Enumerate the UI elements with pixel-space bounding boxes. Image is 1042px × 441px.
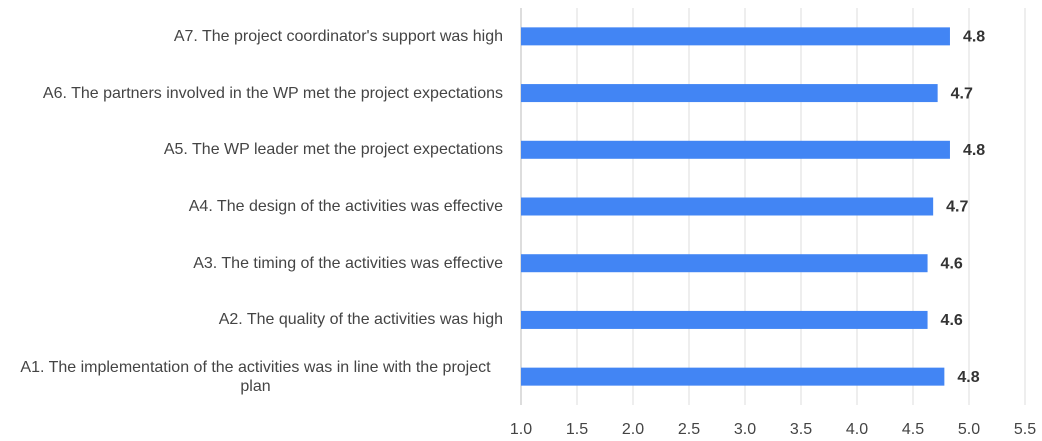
value-label: 4.8 [957,369,979,386]
value-label: 4.8 [963,142,985,159]
bar [521,84,938,103]
category-label-box: A3. The timing of the activities was eff… [8,235,503,292]
y-tick-label: A2. The quality of the activities was hi… [218,311,503,329]
category-label-box: A1. The implementation of the activities… [8,348,503,405]
y-tick-label: A5. The WP leader met the project expect… [163,141,503,159]
category-label-box: A2. The quality of the activities was hi… [8,292,503,349]
x-tick-label: 3.0 [734,421,756,438]
bar [521,27,950,46]
value-label: 4.7 [951,85,973,102]
y-tick-label: A6. The partners involved in the WP met … [42,84,503,102]
x-tick-label: 1.5 [566,421,588,438]
bar [521,140,950,159]
value-label: 4.6 [941,255,963,272]
x-tick-label: 5.0 [958,421,980,438]
y-tick-label: A3. The timing of the activities was eff… [193,254,503,272]
x-tick-label: 1.0 [510,421,532,438]
value-label: 4.6 [941,312,963,329]
y-tick-label: A4. The design of the activities was eff… [188,197,503,215]
category-label-box: A6. The partners involved in the WP met … [8,65,503,122]
x-tick-label: 2.0 [622,421,644,438]
category-label-box: A4. The design of the activities was eff… [8,178,503,235]
bar [521,197,934,216]
x-tick-label: 5.5 [1014,421,1036,438]
bar [521,367,945,386]
x-tick-label: 4.0 [846,421,868,438]
value-label: 4.7 [946,199,968,216]
category-label-box: A7. The project coordinator's support wa… [8,8,503,65]
y-tick-label: A1. The implementation of the activities… [20,358,491,395]
bar [521,310,928,329]
bar [521,254,928,273]
x-tick-label: 2.5 [678,421,700,438]
x-tick-label: 3.5 [790,421,812,438]
x-tick-label: 4.5 [902,421,924,438]
value-label: 4.8 [963,29,985,46]
y-tick-label: A7. The project coordinator's support wa… [173,27,503,45]
category-label-box: A5. The WP leader met the project expect… [8,121,503,178]
